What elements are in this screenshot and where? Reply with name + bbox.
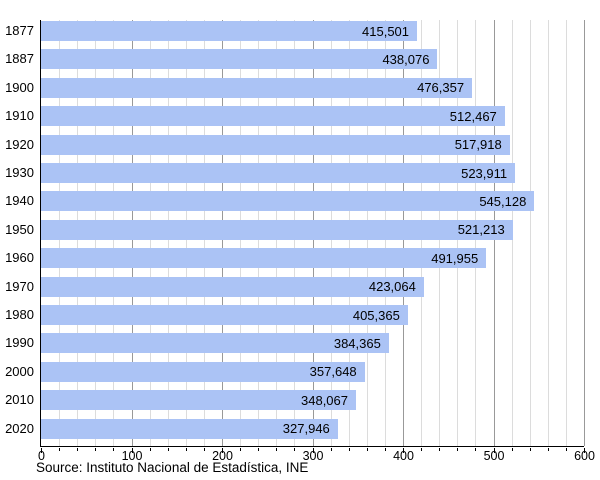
bar-1970: 423,064 [41, 276, 424, 297]
x-axis-tick-label: 200 [212, 449, 233, 463]
y-axis-label-1960: 1960 [5, 250, 34, 266]
x-axis-major-tick [131, 447, 133, 453]
x-axis-minor-tick [203, 447, 205, 451]
bar-value-label: 327,946 [282, 421, 330, 437]
x-axis-minor-tick [547, 447, 549, 451]
x-axis-tick-label: 400 [393, 449, 414, 463]
bar-value-label: 423,064 [368, 279, 416, 295]
bar-value-label: 512,467 [449, 108, 497, 124]
bar-value-label: 384,365 [333, 335, 381, 351]
gridline-minor [547, 20, 549, 446]
x-axis-minor-tick [276, 447, 278, 451]
x-axis-minor-tick [421, 447, 423, 451]
x-axis-minor-tick [565, 447, 567, 451]
x-axis-tick-label: 0 [38, 449, 45, 463]
x-axis-tick-label: 100 [121, 449, 143, 463]
y-axis-label-1910: 1910 [5, 108, 34, 124]
bar-value-label: 545,128 [479, 193, 527, 209]
x-axis-minor-tick [511, 447, 513, 451]
x-axis-minor-tick [348, 447, 350, 451]
bar-2010: 348,067 [41, 390, 356, 411]
x-axis-minor-tick [59, 447, 61, 451]
bar-2020: 327,946 [41, 418, 338, 439]
x-axis-minor-tick [529, 447, 531, 451]
y-axis-label-1940: 1940 [5, 193, 34, 209]
x-axis-minor-tick [258, 447, 260, 451]
bar-value-label: 491,955 [431, 250, 479, 266]
bar-2000: 357,648 [41, 361, 365, 382]
x-axis-minor-tick [294, 447, 296, 451]
x-axis-minor-tick [475, 447, 477, 451]
bar-1887: 438,076 [41, 49, 438, 70]
y-axis-label-2000: 2000 [5, 363, 34, 379]
x-axis-minor-tick [439, 447, 441, 451]
bar-value-label: 405,365 [352, 307, 400, 323]
x-axis-minor-tick [330, 447, 332, 451]
bar-1960: 491,955 [41, 248, 487, 269]
x-axis-tick-label: 500 [483, 449, 505, 463]
bar-1910: 512,467 [41, 106, 505, 127]
y-axis-label-2010: 2010 [5, 392, 34, 408]
x-axis-minor-tick [149, 447, 151, 451]
x-axis-major-tick [493, 447, 495, 453]
x-axis-major-tick [312, 447, 314, 453]
y-axis-label-1990: 1990 [5, 335, 34, 351]
x-axis-major-tick [403, 447, 404, 453]
x-axis-major-tick [222, 447, 223, 453]
x-axis-major-tick [584, 447, 585, 453]
source-caption: Source: Instituto Nacional de Estadístic… [36, 460, 309, 475]
bar-value-label: 476,357 [417, 80, 465, 96]
gridline-major [584, 20, 585, 446]
y-axis-label-1950: 1950 [5, 221, 34, 237]
bar-1877: 415,501 [41, 21, 418, 41]
bar-value-label: 357,648 [309, 364, 357, 380]
x-axis-minor-tick [384, 447, 386, 451]
y-axis-label-1970: 1970 [5, 278, 34, 294]
bar-1980: 405,365 [41, 305, 408, 325]
x-axis-minor-tick [366, 447, 368, 451]
bar-1930: 523,911 [41, 163, 516, 183]
bar-1900: 476,357 [41, 77, 473, 98]
bar-value-label: 348,067 [301, 392, 348, 408]
gridline-minor [529, 20, 531, 446]
bar-1950: 521,213 [41, 219, 513, 240]
y-axis-label-1930: 1930 [5, 165, 34, 180]
x-axis-minor-tick [185, 447, 187, 451]
y-axis-label-1980: 1980 [5, 307, 34, 322]
bar-1920: 517,918 [41, 134, 510, 155]
bar-1990: 384,365 [41, 333, 389, 354]
x-axis-minor-tick [95, 447, 97, 451]
x-axis-tick-label: 600 [574, 449, 595, 463]
y-axis-label-1900: 1900 [5, 79, 34, 95]
x-axis-minor-tick [240, 447, 242, 451]
y-axis-label-1887: 1887 [5, 51, 34, 67]
bar-value-label: 438,076 [382, 51, 430, 67]
x-axis-major-tick [41, 447, 42, 453]
y-axis-label-1877: 1877 [5, 23, 34, 38]
bar-1940: 545,128 [41, 191, 535, 212]
bar-value-label: 517,918 [454, 137, 502, 153]
x-axis-minor-tick [113, 447, 115, 451]
plot-area: 415,501 1877 438,076 1887 476,357 1900 512,467… [5, 20, 585, 453]
y-axis-label-2020: 2020 [5, 420, 34, 436]
x-axis-minor-tick [457, 447, 459, 451]
gridline-minor [565, 20, 567, 446]
x-axis-minor-tick [77, 447, 79, 451]
bar-value-label: 523,911 [461, 165, 508, 181]
bar-value-label: 415,501 [362, 23, 410, 39]
x-axis-tick-label: 300 [302, 449, 324, 463]
bar-value-label: 521,213 [457, 222, 505, 238]
y-axis-label-1920: 1920 [5, 136, 34, 152]
x-axis-minor-tick [167, 447, 169, 451]
